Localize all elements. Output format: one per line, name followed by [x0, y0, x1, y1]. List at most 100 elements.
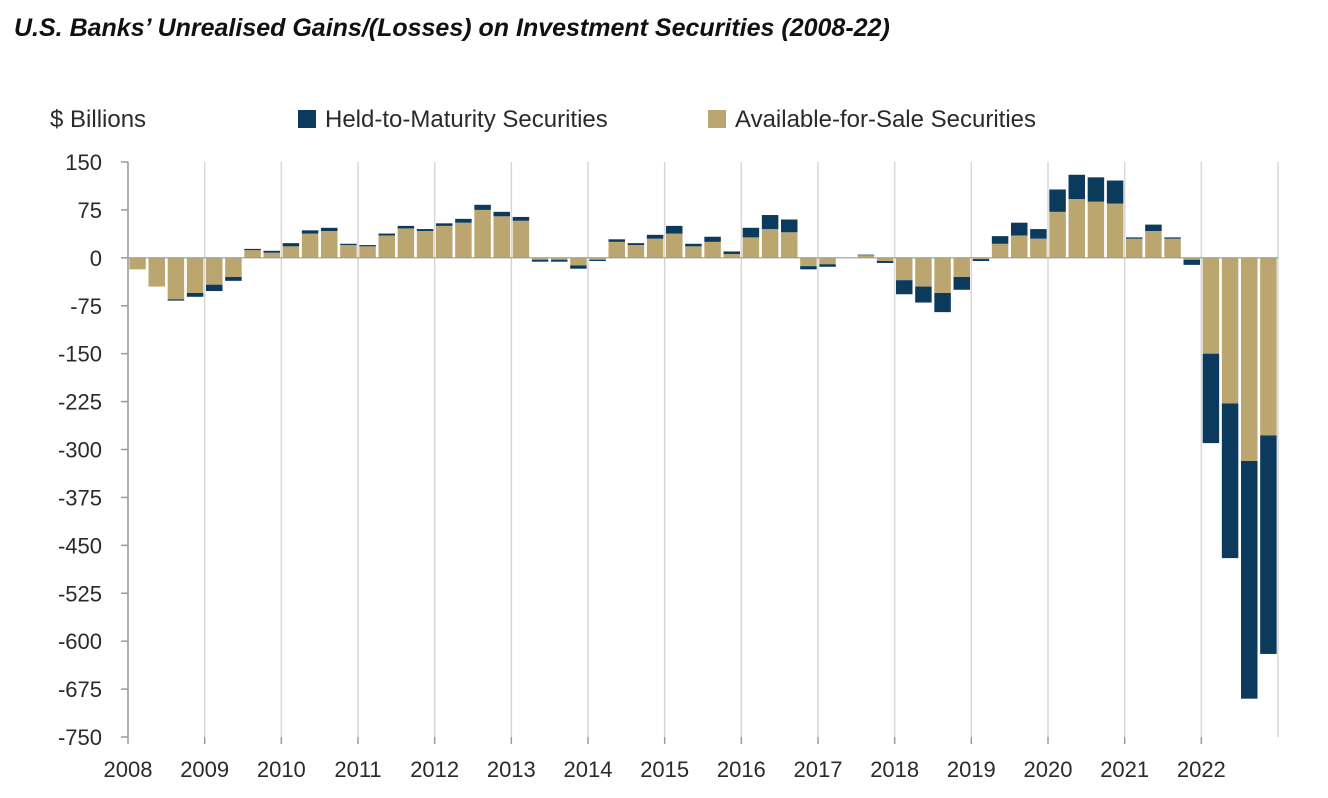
y-tick-label: 0: [90, 246, 102, 271]
axes: 150 75 0 -75 -150 -225 -300 -375 -450 -525 -600 -67…: [58, 150, 1278, 782]
bar-htm: [474, 204, 491, 210]
legend-swatch-htm: [298, 110, 316, 128]
bar-htm: [225, 277, 242, 281]
bar-htm: [1068, 174, 1085, 200]
x-tick-label: 2021: [1100, 757, 1149, 782]
bar-afs: [953, 257, 970, 277]
bar-htm: [321, 227, 338, 231]
bar-afs: [876, 257, 894, 262]
bar-afs: [1145, 231, 1162, 258]
bar-afs: [608, 241, 625, 258]
bar-htm: [167, 299, 185, 301]
bar-afs: [186, 257, 204, 293]
bar-afs: [972, 257, 990, 260]
bar-afs: [1260, 257, 1277, 436]
bar-afs: [915, 257, 932, 287]
y-tick-label: 150: [65, 150, 102, 175]
bar-htm: [1164, 237, 1181, 239]
y-tick-label: -75: [70, 294, 102, 319]
y-tick-label: -225: [58, 390, 102, 415]
bar-htm: [1011, 222, 1028, 236]
y-tick-label: -525: [58, 581, 102, 606]
bar-htm: [1030, 229, 1047, 239]
bar-afs: [1183, 257, 1200, 260]
x-tick-label: 2009: [180, 757, 229, 782]
bar-htm: [1221, 403, 1239, 559]
bar-afs: [455, 222, 472, 258]
bar-htm: [781, 219, 798, 233]
bar-htm: [742, 227, 760, 238]
x-tick-label: 2012: [410, 757, 459, 782]
bar-htm: [800, 266, 817, 270]
x-tick-label: 2008: [104, 757, 153, 782]
bar-afs: [244, 250, 261, 258]
bar-afs: [1049, 211, 1066, 258]
bar-afs: [742, 237, 760, 258]
bar-afs: [819, 257, 836, 265]
y-tick-label: -300: [58, 438, 102, 463]
bar-htm: [493, 211, 510, 217]
y-tick-label: -600: [58, 629, 102, 654]
bar-afs: [225, 257, 242, 277]
bar-htm: [608, 239, 625, 242]
bar-htm: [244, 248, 261, 251]
bar-afs: [666, 233, 683, 258]
bar-afs: [1221, 257, 1239, 404]
bar-htm: [761, 215, 779, 230]
bar-htm: [1241, 461, 1258, 699]
bar-afs: [570, 257, 587, 266]
bar-afs: [1030, 238, 1047, 258]
bar-afs: [685, 246, 702, 258]
y-tick-label: -375: [58, 485, 102, 510]
bar-afs: [1164, 238, 1181, 258]
bars: [129, 174, 1277, 699]
bar-htm: [685, 243, 702, 247]
bar-afs: [761, 229, 779, 258]
bar-htm: [378, 233, 395, 236]
bar-afs: [301, 233, 319, 258]
bar-htm: [876, 261, 894, 263]
bar-afs: [397, 228, 415, 258]
x-tick-label: 2014: [564, 757, 613, 782]
bar-htm: [340, 243, 357, 246]
bar-htm: [1126, 237, 1143, 239]
bar-afs: [1241, 257, 1258, 461]
bar-htm: [723, 251, 740, 254]
bar-afs: [512, 220, 530, 258]
bar-htm: [1202, 353, 1220, 444]
y-tick-label: -450: [58, 533, 102, 558]
bar-afs: [359, 246, 376, 258]
x-tick-label: 2011: [334, 757, 381, 782]
bar-afs: [416, 231, 434, 258]
bar-afs: [148, 257, 165, 287]
gridlines: [127, 162, 1279, 737]
x-tick-label: 2019: [947, 757, 996, 782]
y-tick-label: -750: [58, 725, 102, 750]
y-tick-label: -150: [58, 342, 102, 367]
y-axis-unit-label: $ Billions: [50, 106, 146, 133]
chart-title: U.S. Banks’ Unrealised Gains/(Losses) on…: [14, 14, 890, 42]
bar-afs: [896, 257, 913, 281]
bar-afs: [723, 254, 740, 258]
bar-htm: [1260, 435, 1277, 654]
bar-htm: [263, 250, 280, 253]
bar-afs: [991, 243, 1009, 258]
bar-afs: [781, 232, 798, 258]
bar-afs: [857, 255, 875, 258]
bar-afs: [378, 235, 395, 258]
x-tick-label: 2013: [487, 757, 536, 782]
bar-afs: [321, 231, 338, 258]
bar-htm: [1183, 259, 1200, 265]
bar-htm: [857, 254, 875, 256]
bar-htm: [301, 230, 319, 234]
bar-afs: [1087, 201, 1105, 258]
bar-afs: [551, 257, 568, 260]
bar-htm: [186, 292, 204, 297]
bar-htm: [646, 234, 664, 239]
bar-htm: [991, 236, 1009, 244]
bar-afs: [1011, 235, 1028, 258]
bar-htm: [416, 229, 434, 231]
bar-htm: [1145, 224, 1162, 231]
bar-htm: [896, 280, 913, 295]
bar-htm: [1049, 189, 1066, 212]
